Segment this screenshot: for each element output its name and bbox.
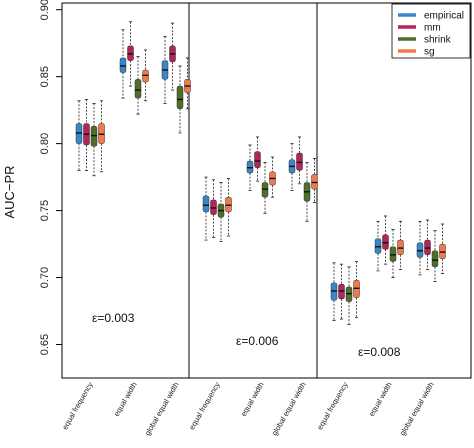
box-mm xyxy=(127,21,134,87)
x-axis-labels: equal frequency equal width global equal w… xyxy=(60,380,435,437)
box-sg xyxy=(397,220,404,270)
x-category-label: equal frequency xyxy=(187,380,222,431)
panels: ε=0.003 ε=0.006 ε=0.008 xyxy=(75,21,446,359)
box-group xyxy=(161,22,191,134)
box-sg xyxy=(184,57,191,110)
box-mm xyxy=(424,219,431,270)
box-mm xyxy=(210,179,217,238)
box-shrink xyxy=(217,182,225,242)
box-shrink xyxy=(389,228,397,278)
box-group xyxy=(246,136,276,214)
box-mm xyxy=(338,263,345,320)
epsilon-label: ε=0.003 xyxy=(92,311,135,325)
box-sg xyxy=(269,156,276,198)
x-category-label: equal width xyxy=(112,381,139,418)
box-empirical xyxy=(288,143,296,191)
box-group xyxy=(202,176,232,242)
box-empirical xyxy=(374,220,382,272)
box-group xyxy=(119,21,149,115)
box-sg xyxy=(439,223,446,274)
box-empirical xyxy=(119,29,127,99)
box-body xyxy=(254,151,261,168)
x-category-label: equal width xyxy=(239,381,266,418)
box-body xyxy=(176,85,184,110)
box-mm xyxy=(296,136,303,185)
x-category-label: equal frequency xyxy=(60,380,95,431)
box-empirical xyxy=(330,262,338,321)
box-shrink xyxy=(345,266,353,325)
y-tick-label: 0.75 xyxy=(39,200,51,221)
box-group xyxy=(416,219,446,282)
box-empirical xyxy=(202,176,210,241)
legend-label-sg: sg xyxy=(424,47,435,58)
y-tick-label: 0.70 xyxy=(39,267,51,288)
box-sg xyxy=(142,49,149,102)
box-group xyxy=(330,261,360,325)
panel: ε=0.003 xyxy=(75,21,191,325)
box-group xyxy=(374,215,404,278)
box-sg xyxy=(311,157,318,203)
box-empirical xyxy=(161,36,169,104)
box-group xyxy=(288,136,318,222)
x-category-label: global equal width xyxy=(143,381,181,438)
y-tick-label: 0.90 xyxy=(39,0,51,20)
box-empirical xyxy=(75,100,83,171)
panel: ε=0.008 xyxy=(330,215,446,359)
box-mm xyxy=(382,215,389,265)
box-body xyxy=(134,79,142,99)
box-mm xyxy=(169,22,176,91)
legend-label-mm: mm xyxy=(424,23,441,34)
x-category-label: equal width xyxy=(367,381,394,418)
box-shrink xyxy=(176,65,184,134)
box-shrink xyxy=(303,161,311,222)
legend-label-shrink: shrink xyxy=(424,35,452,46)
x-category-label: equal frequency xyxy=(315,380,350,431)
panel: ε=0.006 xyxy=(202,136,318,348)
box-empirical xyxy=(416,220,424,276)
legend-label-empirical: empirical xyxy=(424,11,464,22)
epsilon-label: ε=0.008 xyxy=(358,345,401,359)
epsilon-label: ε=0.006 xyxy=(236,334,279,348)
legend-box xyxy=(391,3,471,59)
box-body xyxy=(431,250,439,268)
y-tick-label: 0.80 xyxy=(39,133,51,154)
box-shrink xyxy=(261,161,269,214)
box-mm xyxy=(83,99,90,171)
box-group xyxy=(75,99,105,177)
x-category-label: global equal width xyxy=(398,381,436,438)
box-empirical xyxy=(246,144,254,191)
x-category-label: global equal width xyxy=(270,381,308,438)
box-body xyxy=(202,195,210,213)
box-shrink xyxy=(431,230,439,282)
box-shrink xyxy=(90,103,98,177)
box-mm xyxy=(254,136,261,182)
y-axis-label: AUC−PR xyxy=(2,165,17,218)
box-shrink xyxy=(134,56,142,115)
y-axis: 0.65 0.70 0.75 0.80 0.85 0.90 xyxy=(39,0,62,355)
y-tick-label: 0.65 xyxy=(39,334,51,355)
y-tick-label: 0.85 xyxy=(39,66,51,87)
box-sg xyxy=(98,100,105,173)
box-sg xyxy=(225,178,232,237)
box-sg xyxy=(353,261,360,319)
